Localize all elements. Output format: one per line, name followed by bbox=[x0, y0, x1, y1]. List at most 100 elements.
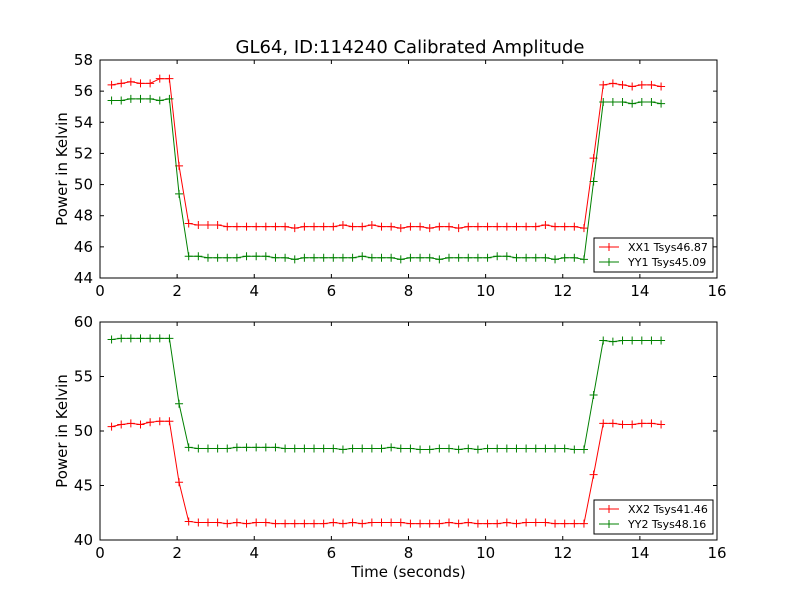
data-point bbox=[281, 222, 290, 231]
data-point bbox=[242, 222, 251, 231]
data-point bbox=[560, 222, 569, 231]
data-point bbox=[146, 79, 155, 88]
data-point bbox=[232, 518, 241, 527]
data-point bbox=[406, 519, 415, 528]
data-point bbox=[310, 253, 319, 262]
legend-marker bbox=[605, 520, 613, 528]
data-point bbox=[213, 221, 222, 230]
data-point bbox=[416, 519, 425, 528]
data-point bbox=[377, 518, 386, 527]
data-point bbox=[444, 222, 453, 231]
data-point bbox=[252, 443, 261, 452]
data-point bbox=[551, 519, 560, 528]
data-point bbox=[425, 253, 434, 262]
data-point bbox=[165, 334, 174, 343]
data-point bbox=[107, 422, 116, 431]
y-tick-label: 54 bbox=[74, 113, 93, 131]
data-point bbox=[213, 253, 222, 262]
data-point bbox=[464, 444, 473, 453]
y-tick-label: 44 bbox=[74, 269, 93, 287]
data-point bbox=[184, 252, 193, 261]
data-point bbox=[579, 255, 588, 264]
data-point bbox=[502, 444, 511, 453]
data-point bbox=[512, 253, 521, 262]
data-point bbox=[300, 444, 309, 453]
data-point bbox=[589, 391, 598, 400]
data-point bbox=[184, 219, 193, 228]
data-point bbox=[329, 222, 338, 231]
data-point bbox=[657, 336, 666, 345]
data-point bbox=[560, 519, 569, 528]
x-tick-label: 10 bbox=[476, 282, 495, 300]
data-point bbox=[531, 518, 540, 527]
legend-marker bbox=[605, 258, 613, 266]
data-point bbox=[117, 420, 126, 429]
data-point bbox=[165, 74, 174, 83]
data-point bbox=[541, 253, 550, 262]
data-point bbox=[252, 518, 261, 527]
data-point bbox=[551, 444, 560, 453]
data-point bbox=[271, 443, 280, 452]
legend-box bbox=[593, 499, 714, 535]
data-point bbox=[435, 519, 444, 528]
data-point bbox=[194, 221, 203, 230]
data-point bbox=[406, 222, 415, 231]
data-point bbox=[290, 224, 299, 233]
data-point bbox=[473, 222, 482, 231]
data-point bbox=[618, 336, 627, 345]
data-point bbox=[493, 444, 502, 453]
x-tick-label: 0 bbox=[95, 282, 105, 300]
data-point bbox=[464, 222, 473, 231]
data-point bbox=[608, 337, 617, 346]
data-point bbox=[126, 334, 135, 343]
data-point bbox=[483, 519, 492, 528]
data-point bbox=[155, 96, 164, 105]
data-point bbox=[387, 253, 396, 262]
data-point bbox=[117, 334, 126, 343]
data-point bbox=[126, 77, 135, 86]
data-point bbox=[599, 98, 608, 107]
y-tick-label: 45 bbox=[74, 477, 93, 495]
data-point bbox=[657, 99, 666, 108]
data-point bbox=[647, 419, 656, 428]
data-point bbox=[300, 519, 309, 528]
x-tick-label: 16 bbox=[707, 544, 726, 562]
data-point bbox=[637, 419, 646, 428]
data-point bbox=[358, 444, 367, 453]
x-tick-label: 4 bbox=[249, 282, 259, 300]
data-point bbox=[300, 253, 309, 262]
data-point bbox=[444, 518, 453, 527]
data-point bbox=[232, 253, 241, 262]
data-point bbox=[464, 253, 473, 262]
data-point bbox=[367, 253, 376, 262]
data-point bbox=[647, 98, 656, 107]
legend-label: XX2 Tsys41.46 bbox=[628, 503, 708, 516]
data-point bbox=[435, 222, 444, 231]
plot-frame bbox=[99, 321, 718, 541]
data-point bbox=[570, 519, 579, 528]
data-point bbox=[348, 253, 357, 262]
y-tick-label: 55 bbox=[74, 368, 93, 386]
x-tick-label: 12 bbox=[553, 282, 572, 300]
data-point bbox=[290, 519, 299, 528]
data-point bbox=[637, 98, 646, 107]
data-point bbox=[570, 445, 579, 454]
data-point bbox=[107, 335, 116, 344]
plot-frame bbox=[99, 59, 718, 279]
data-point bbox=[589, 177, 598, 186]
data-point bbox=[252, 252, 261, 261]
data-point bbox=[348, 222, 357, 231]
data-point bbox=[637, 336, 646, 345]
data-point bbox=[290, 444, 299, 453]
data-point bbox=[290, 255, 299, 264]
data-point bbox=[502, 252, 511, 261]
data-point bbox=[406, 253, 415, 262]
data-point bbox=[647, 336, 656, 345]
data-point bbox=[107, 96, 116, 105]
data-point bbox=[155, 74, 164, 83]
x-tick-label: 8 bbox=[404, 544, 414, 562]
data-point bbox=[377, 444, 386, 453]
data-point bbox=[425, 445, 434, 454]
